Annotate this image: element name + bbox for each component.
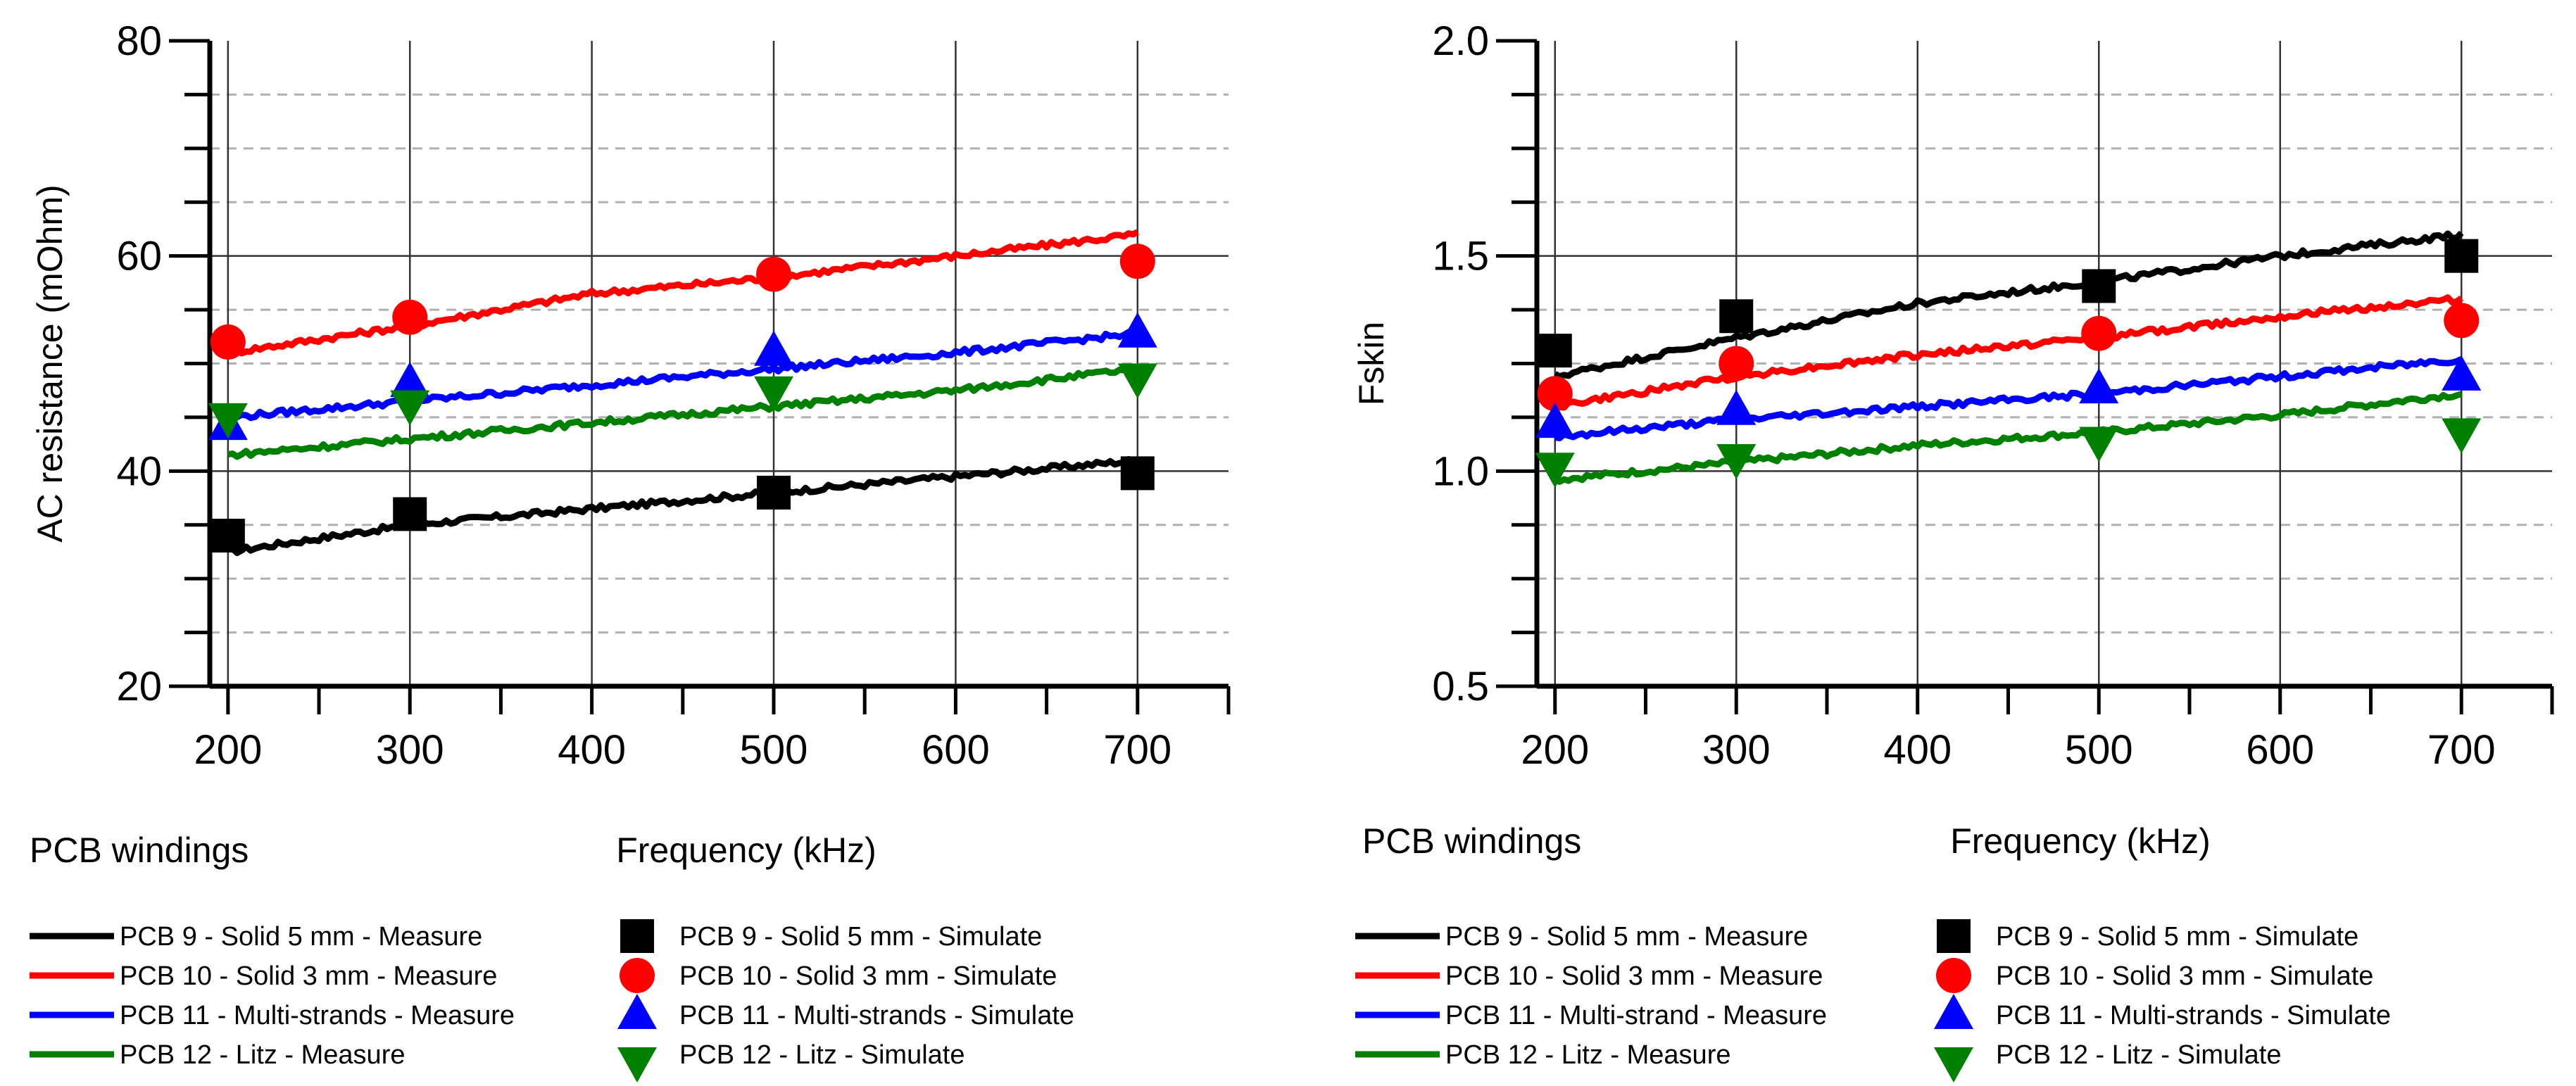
simulate-point: [2442, 418, 2482, 454]
x-tick-label: 700: [2427, 727, 2496, 773]
legend-entry-measure: PCB 11 - Multi-strands - Measure: [120, 1001, 515, 1030]
x-tick-label: 400: [558, 727, 626, 773]
legend-marker-swatch: [620, 919, 654, 953]
x-tick-label: 500: [740, 727, 808, 773]
simulate-point: [1716, 443, 1757, 479]
simulate-point: [392, 299, 428, 335]
x-tick-label: 300: [376, 727, 444, 773]
legend-marker-swatch: [617, 994, 657, 1029]
measure-line: [225, 229, 1139, 358]
simulate-point: [1535, 403, 1575, 438]
measure-line: [227, 364, 1138, 460]
measure-line: [227, 455, 1139, 557]
measure-line: [226, 328, 1138, 422]
legend-entry-simulate: PCB 9 - Solid 5 mm - Simulate: [679, 922, 1042, 952]
measure-line: [1553, 230, 2464, 380]
legend-marker-swatch: [1937, 919, 1971, 953]
x-tick-label: 300: [1702, 727, 1771, 773]
y-tick-label: 40: [116, 448, 162, 494]
legend-entry-measure: PCB 10 - Solid 3 mm - Measure: [120, 961, 497, 991]
simulate-point: [1119, 244, 1155, 279]
x-tick-label: 600: [922, 727, 990, 773]
legend-entry-measure: PCB 12 - Litz - Measure: [120, 1040, 405, 1070]
simulate-point: [1117, 312, 1157, 348]
legend-entry-simulate: PCB 10 - Solid 3 mm - Simulate: [1996, 961, 2373, 991]
y-tick-label: 20: [116, 664, 162, 709]
simulate-point: [2079, 427, 2119, 462]
x-tick-label: 600: [2246, 727, 2314, 773]
legend-entry-measure: PCB 10 - Solid 3 mm - Measure: [1445, 961, 1823, 991]
legend-entry-measure: PCB 11 - Multi-strand - Measure: [1445, 1001, 1827, 1030]
simulate-point: [754, 376, 794, 412]
simulate-point: [1537, 376, 1573, 412]
legend-entry-measure: PCB 9 - Solid 5 mm - Measure: [120, 922, 482, 952]
y-tick-label: 80: [116, 18, 162, 64]
simulate-point: [1719, 299, 1754, 334]
simulate-point: [390, 362, 430, 398]
legend-entry-simulate: PCB 10 - Solid 3 mm - Simulate: [679, 961, 1057, 991]
legend-marker-swatch: [617, 1047, 657, 1082]
simulate-point: [393, 497, 427, 531]
chart-ac-resistance: 20 40 60 80 200 300 400 500 600 700 AC resistance …: [30, 18, 1231, 1082]
simulate-point: [211, 519, 245, 553]
simulate-point: [2082, 269, 2116, 303]
y-tick-label: 1.0: [1432, 448, 1489, 494]
x-tick-label: 400: [1883, 727, 1952, 773]
simulate-point: [756, 256, 792, 292]
simulate-point: [1120, 456, 1155, 491]
simulate-point: [2442, 355, 2482, 391]
simulate-point: [754, 330, 794, 366]
simulate-point: [208, 403, 248, 438]
legend-entry-simulate: PCB 11 - Multi-strands - Simulate: [679, 1001, 1074, 1030]
y-tick-label: 1.5: [1432, 234, 1489, 279]
simulate-point: [2079, 368, 2119, 404]
y-tick-label: 2.0: [1432, 18, 1489, 64]
x-tick-label: 700: [1103, 727, 1171, 773]
annotation-pcb-windings: PCB windings: [1362, 821, 1581, 861]
measure-line: [1554, 294, 2464, 412]
legend-entry-measure: PCB 9 - Solid 5 mm - Measure: [1445, 922, 1808, 952]
y-axis-label: AC resistance (mOhm): [30, 184, 70, 542]
x-axis-label: Frequency (kHz): [616, 831, 877, 870]
x-tick-label: 500: [2065, 727, 2133, 773]
legend-marker-swatch: [620, 958, 655, 993]
simulate-point: [2444, 303, 2480, 339]
legend-entry-simulate: PCB 12 - Litz - Simulate: [1996, 1040, 2281, 1070]
annotation-pcb-windings: PCB windings: [30, 831, 249, 870]
legend-entry-simulate: PCB 11 - Multi-strands - Simulate: [1996, 1001, 2391, 1030]
simulate-point: [2444, 239, 2479, 273]
simulate-point: [210, 324, 246, 360]
x-tick-label: 200: [1521, 727, 1589, 773]
measure-line: [1554, 355, 2463, 441]
y-tick-label: 0.5: [1432, 664, 1489, 709]
x-tick-label: 200: [194, 727, 262, 773]
simulate-point: [1117, 363, 1157, 399]
simulate-point: [2081, 315, 2117, 351]
simulate-point: [1716, 389, 1757, 425]
simulate-point: [1535, 453, 1575, 488]
y-tick-label: 60: [116, 234, 162, 279]
legend-entry-simulate: PCB 9 - Solid 5 mm - Simulate: [1996, 922, 2358, 952]
legend-marker-swatch: [1934, 1047, 1973, 1082]
legend-entry-simulate: PCB 12 - Litz - Simulate: [679, 1040, 965, 1070]
chart-fskin: 0.5 1.0 1.5 2.0 200 300 400 500 600 700 Fskin Frequ…: [1352, 18, 2554, 1082]
simulate-point: [390, 390, 430, 426]
x-axis-label: Frequency (kHz): [1950, 821, 2211, 861]
legend-marker-swatch: [1936, 958, 1971, 993]
measure-line: [1553, 391, 2463, 485]
y-axis-label: Fskin: [1352, 322, 1391, 405]
simulate-point: [1719, 346, 1754, 381]
simulate-point: [757, 475, 791, 510]
legend-marker-swatch: [1934, 994, 1973, 1029]
simulate-point: [1538, 334, 1572, 368]
legend-entry-measure: PCB 12 - Litz - Measure: [1445, 1040, 1730, 1070]
